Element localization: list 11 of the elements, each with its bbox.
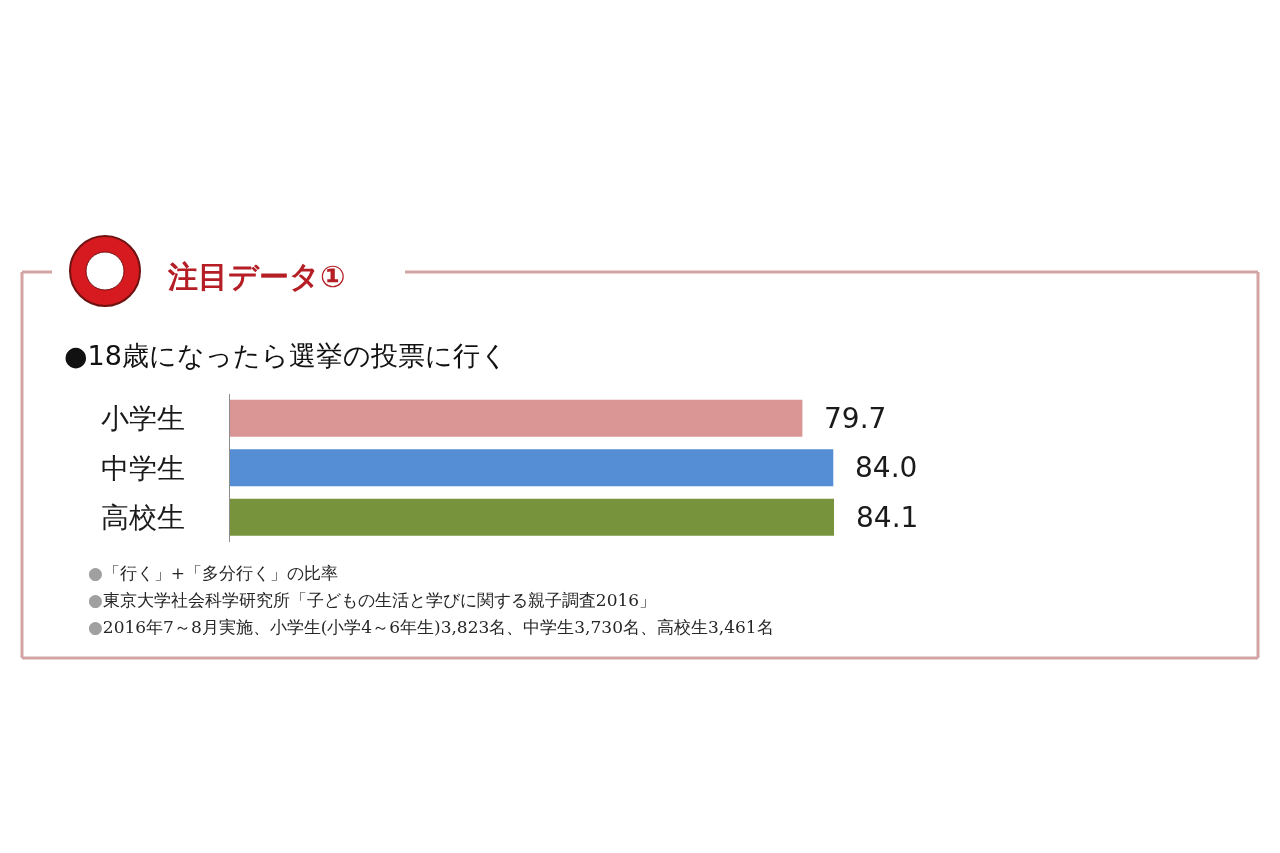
data-label: 84.1 — [856, 501, 919, 534]
data-label: 84.0 — [855, 451, 918, 484]
data-label: 79.7 — [824, 402, 887, 435]
chart-title: 注目データ① — [167, 258, 346, 294]
text: ●「行く」+「多分行く」の比率 — [88, 563, 339, 583]
y-tick-label: 中学生 — [101, 451, 186, 485]
text: ●2016年7～8月実施、小学生(小学4～6年生)3,823名、中学生3,730名、高校生3,461名 — [88, 617, 774, 637]
text: ●東京大学社会科学研究所「子どもの生活と学びに関する親子調査2016」 — [88, 590, 657, 610]
y-tick-label: 小学生 — [101, 402, 186, 436]
y-tick-label: 高校生 — [101, 501, 186, 535]
chart-subtitle: ●18歳になったら選挙の投票に行く — [64, 340, 508, 371]
